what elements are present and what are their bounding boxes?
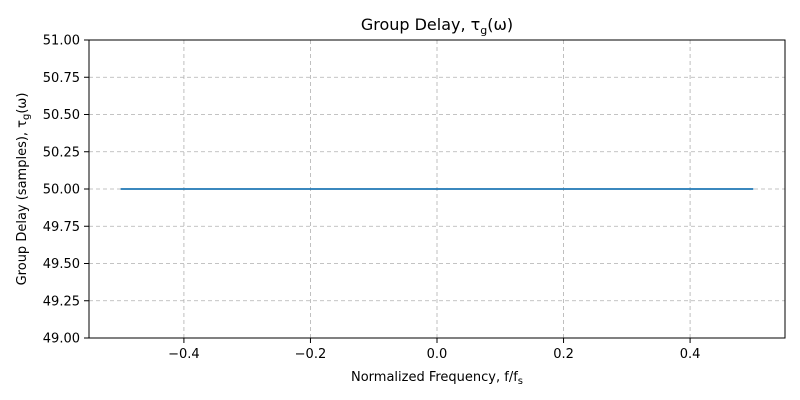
y-axis-ticks: 49.00 49.25 49.50 49.75 50.00 50.25 50.50 50.75… (43, 34, 89, 347)
y-tick-label: 50.00 (43, 183, 80, 198)
y-tick-label: 49.75 (43, 220, 80, 235)
y-tick-label: 50.25 (43, 145, 80, 160)
y-tick-label: 49.50 (43, 257, 80, 272)
y-tick-label: 49.00 (43, 332, 80, 347)
x-tick-label: −0.2 (295, 347, 327, 362)
x-axis-label: Normalized Frequency, f/fs (351, 370, 523, 387)
y-tick-label: 50.50 (43, 108, 80, 123)
y-tick-label: 49.25 (43, 294, 80, 309)
y-axis-label: Group Delay (samples), τg(ω) (15, 93, 32, 286)
chart-title: Group Delay, τg(ω) (361, 15, 513, 37)
x-tick-label: 0.0 (427, 347, 448, 362)
y-tick-label: 50.75 (43, 71, 80, 86)
y-tick-label: 51.00 (43, 34, 80, 49)
x-axis-ticks: −0.4 −0.2 0.0 0.2 0.4 (168, 338, 700, 362)
x-tick-label: 0.2 (553, 347, 574, 362)
x-tick-label: 0.4 (680, 347, 701, 362)
x-tick-label: −0.4 (168, 347, 200, 362)
